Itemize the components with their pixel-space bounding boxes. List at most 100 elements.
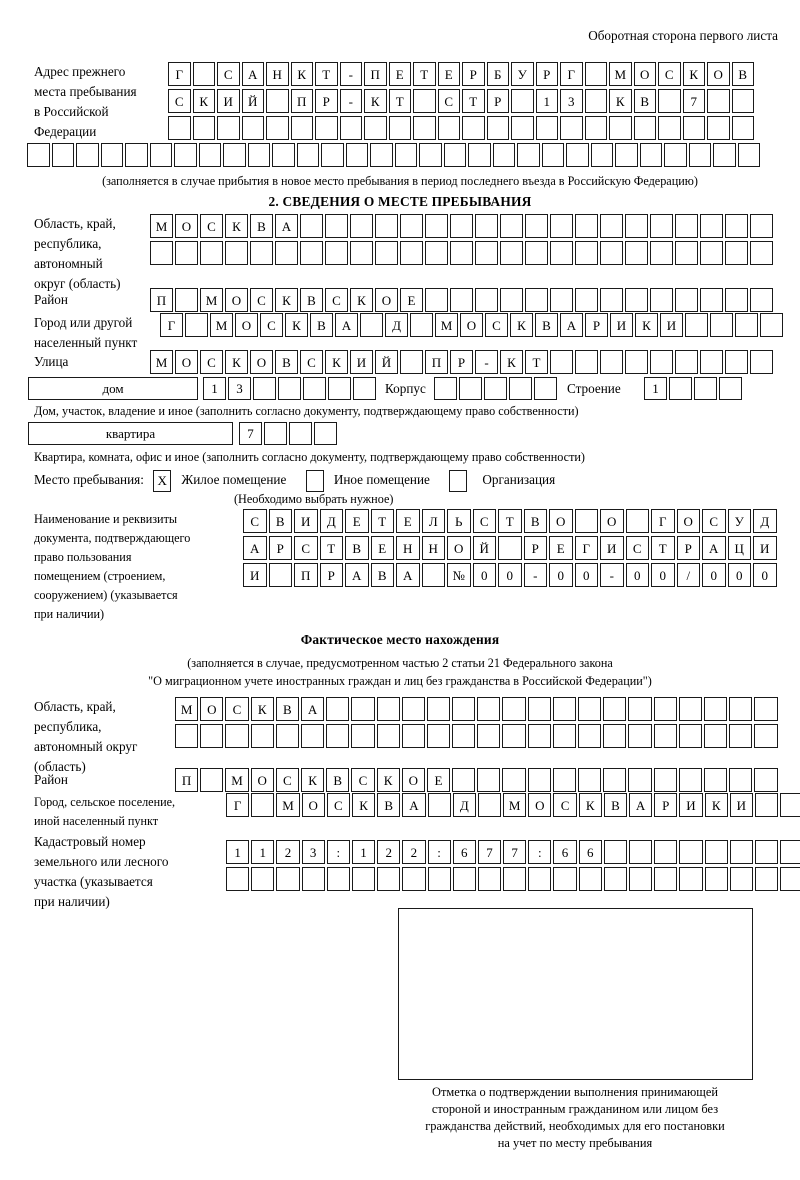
char-cell[interactable]: И [217, 89, 240, 113]
char-cell[interactable] [51, 143, 74, 167]
char-cell[interactable]: Т [651, 536, 675, 560]
char-cell[interactable] [377, 867, 401, 891]
char-cell[interactable]: В [250, 214, 273, 238]
char-cell[interactable] [502, 768, 526, 792]
char-cell[interactable] [737, 143, 760, 167]
char-cell[interactable] [584, 116, 607, 140]
char-cell[interactable]: 0 [753, 563, 777, 587]
char-cell[interactable]: Д [452, 793, 476, 817]
char-cell[interactable] [535, 116, 558, 140]
char-cell[interactable]: О [200, 697, 224, 721]
char-cell[interactable] [678, 724, 702, 748]
char-cell[interactable] [511, 116, 534, 140]
char-cell[interactable] [578, 867, 602, 891]
char-cell[interactable] [678, 697, 702, 721]
char-cell[interactable] [351, 867, 376, 891]
char-cell[interactable] [400, 214, 423, 238]
char-cell[interactable]: Н [421, 536, 445, 560]
char-cell[interactable]: О [175, 350, 198, 374]
char-cell[interactable] [633, 116, 656, 140]
char-cell[interactable] [503, 867, 527, 891]
char-cell[interactable]: В [633, 89, 656, 113]
char-cell[interactable]: А [402, 793, 426, 817]
char-cell[interactable]: : [326, 840, 350, 864]
char-cell[interactable]: Р [315, 89, 338, 113]
char-cell[interactable] [707, 116, 730, 140]
char-cell[interactable]: 6 [452, 840, 476, 864]
char-cell[interactable] [198, 143, 221, 167]
char-cell[interactable] [729, 840, 753, 864]
char-cell[interactable]: И [350, 350, 373, 374]
char-cell[interactable] [452, 768, 476, 792]
char-cell[interactable]: О [401, 768, 425, 792]
char-cell[interactable] [528, 867, 552, 891]
char-cell[interactable]: К [376, 768, 400, 792]
char-cell[interactable] [498, 536, 522, 560]
char-cell[interactable] [339, 116, 362, 140]
char-cell[interactable]: С [658, 62, 681, 86]
char-cell[interactable]: Н [266, 62, 289, 86]
char-cell[interactable] [315, 116, 338, 140]
char-cell[interactable]: К [225, 214, 248, 238]
char-cell[interactable] [303, 377, 326, 400]
char-cell[interactable] [650, 350, 673, 374]
char-cell[interactable] [200, 768, 224, 792]
char-cell[interactable] [550, 288, 573, 312]
char-cell[interactable]: С [275, 768, 299, 792]
char-cell[interactable] [729, 768, 753, 792]
char-cell[interactable]: Р [523, 536, 547, 560]
char-cell[interactable]: 1 [535, 89, 558, 113]
char-cell[interactable]: В [310, 313, 333, 337]
char-cell[interactable]: Р [654, 793, 678, 817]
char-cell[interactable] [400, 241, 423, 265]
char-cell[interactable] [27, 143, 50, 167]
char-cell[interactable]: О [301, 793, 325, 817]
char-cell[interactable] [625, 241, 648, 265]
char-cell[interactable] [679, 867, 703, 891]
char-cell[interactable] [477, 724, 501, 748]
char-cell[interactable] [541, 143, 564, 167]
char-cell[interactable] [462, 116, 485, 140]
char-cell[interactable]: О [235, 313, 258, 337]
char-cell[interactable] [241, 116, 264, 140]
char-cell[interactable] [675, 214, 698, 238]
char-cell[interactable]: К [225, 350, 248, 374]
char-cell[interactable] [376, 697, 400, 721]
char-cell[interactable] [578, 768, 602, 792]
char-cell[interactable]: Е [426, 768, 451, 792]
char-cell[interactable]: С [351, 768, 375, 792]
char-cell[interactable] [264, 422, 287, 445]
char-cell[interactable] [370, 143, 393, 167]
char-cell[interactable] [223, 143, 246, 167]
char-cell[interactable]: О [460, 313, 483, 337]
char-cell[interactable] [268, 563, 292, 587]
char-cell[interactable]: А [275, 214, 298, 238]
char-cell[interactable]: 0 [702, 563, 726, 587]
char-cell[interactable] [475, 214, 498, 238]
char-cell[interactable] [603, 724, 627, 748]
char-cell[interactable] [360, 313, 383, 337]
char-cell[interactable]: В [326, 768, 350, 792]
char-cell[interactable]: С [437, 89, 460, 113]
char-cell[interactable] [401, 724, 425, 748]
char-cell[interactable] [500, 241, 523, 265]
char-cell[interactable] [351, 697, 375, 721]
char-cell[interactable] [703, 768, 728, 792]
char-cell[interactable] [625, 509, 649, 533]
char-cell[interactable] [253, 377, 276, 400]
char-cell[interactable]: 1 [351, 840, 376, 864]
char-cell[interactable] [625, 288, 648, 312]
char-cell[interactable]: А [629, 793, 653, 817]
char-cell[interactable] [185, 313, 208, 337]
char-cell[interactable]: О [250, 350, 273, 374]
char-cell[interactable]: Г [168, 62, 191, 86]
char-cell[interactable] [731, 116, 754, 140]
char-cell[interactable] [450, 241, 473, 265]
char-cell[interactable]: - [523, 563, 547, 587]
char-cell[interactable] [364, 116, 387, 140]
char-cell[interactable] [410, 313, 433, 337]
char-cell[interactable] [584, 62, 607, 86]
char-cell[interactable]: О [676, 509, 700, 533]
